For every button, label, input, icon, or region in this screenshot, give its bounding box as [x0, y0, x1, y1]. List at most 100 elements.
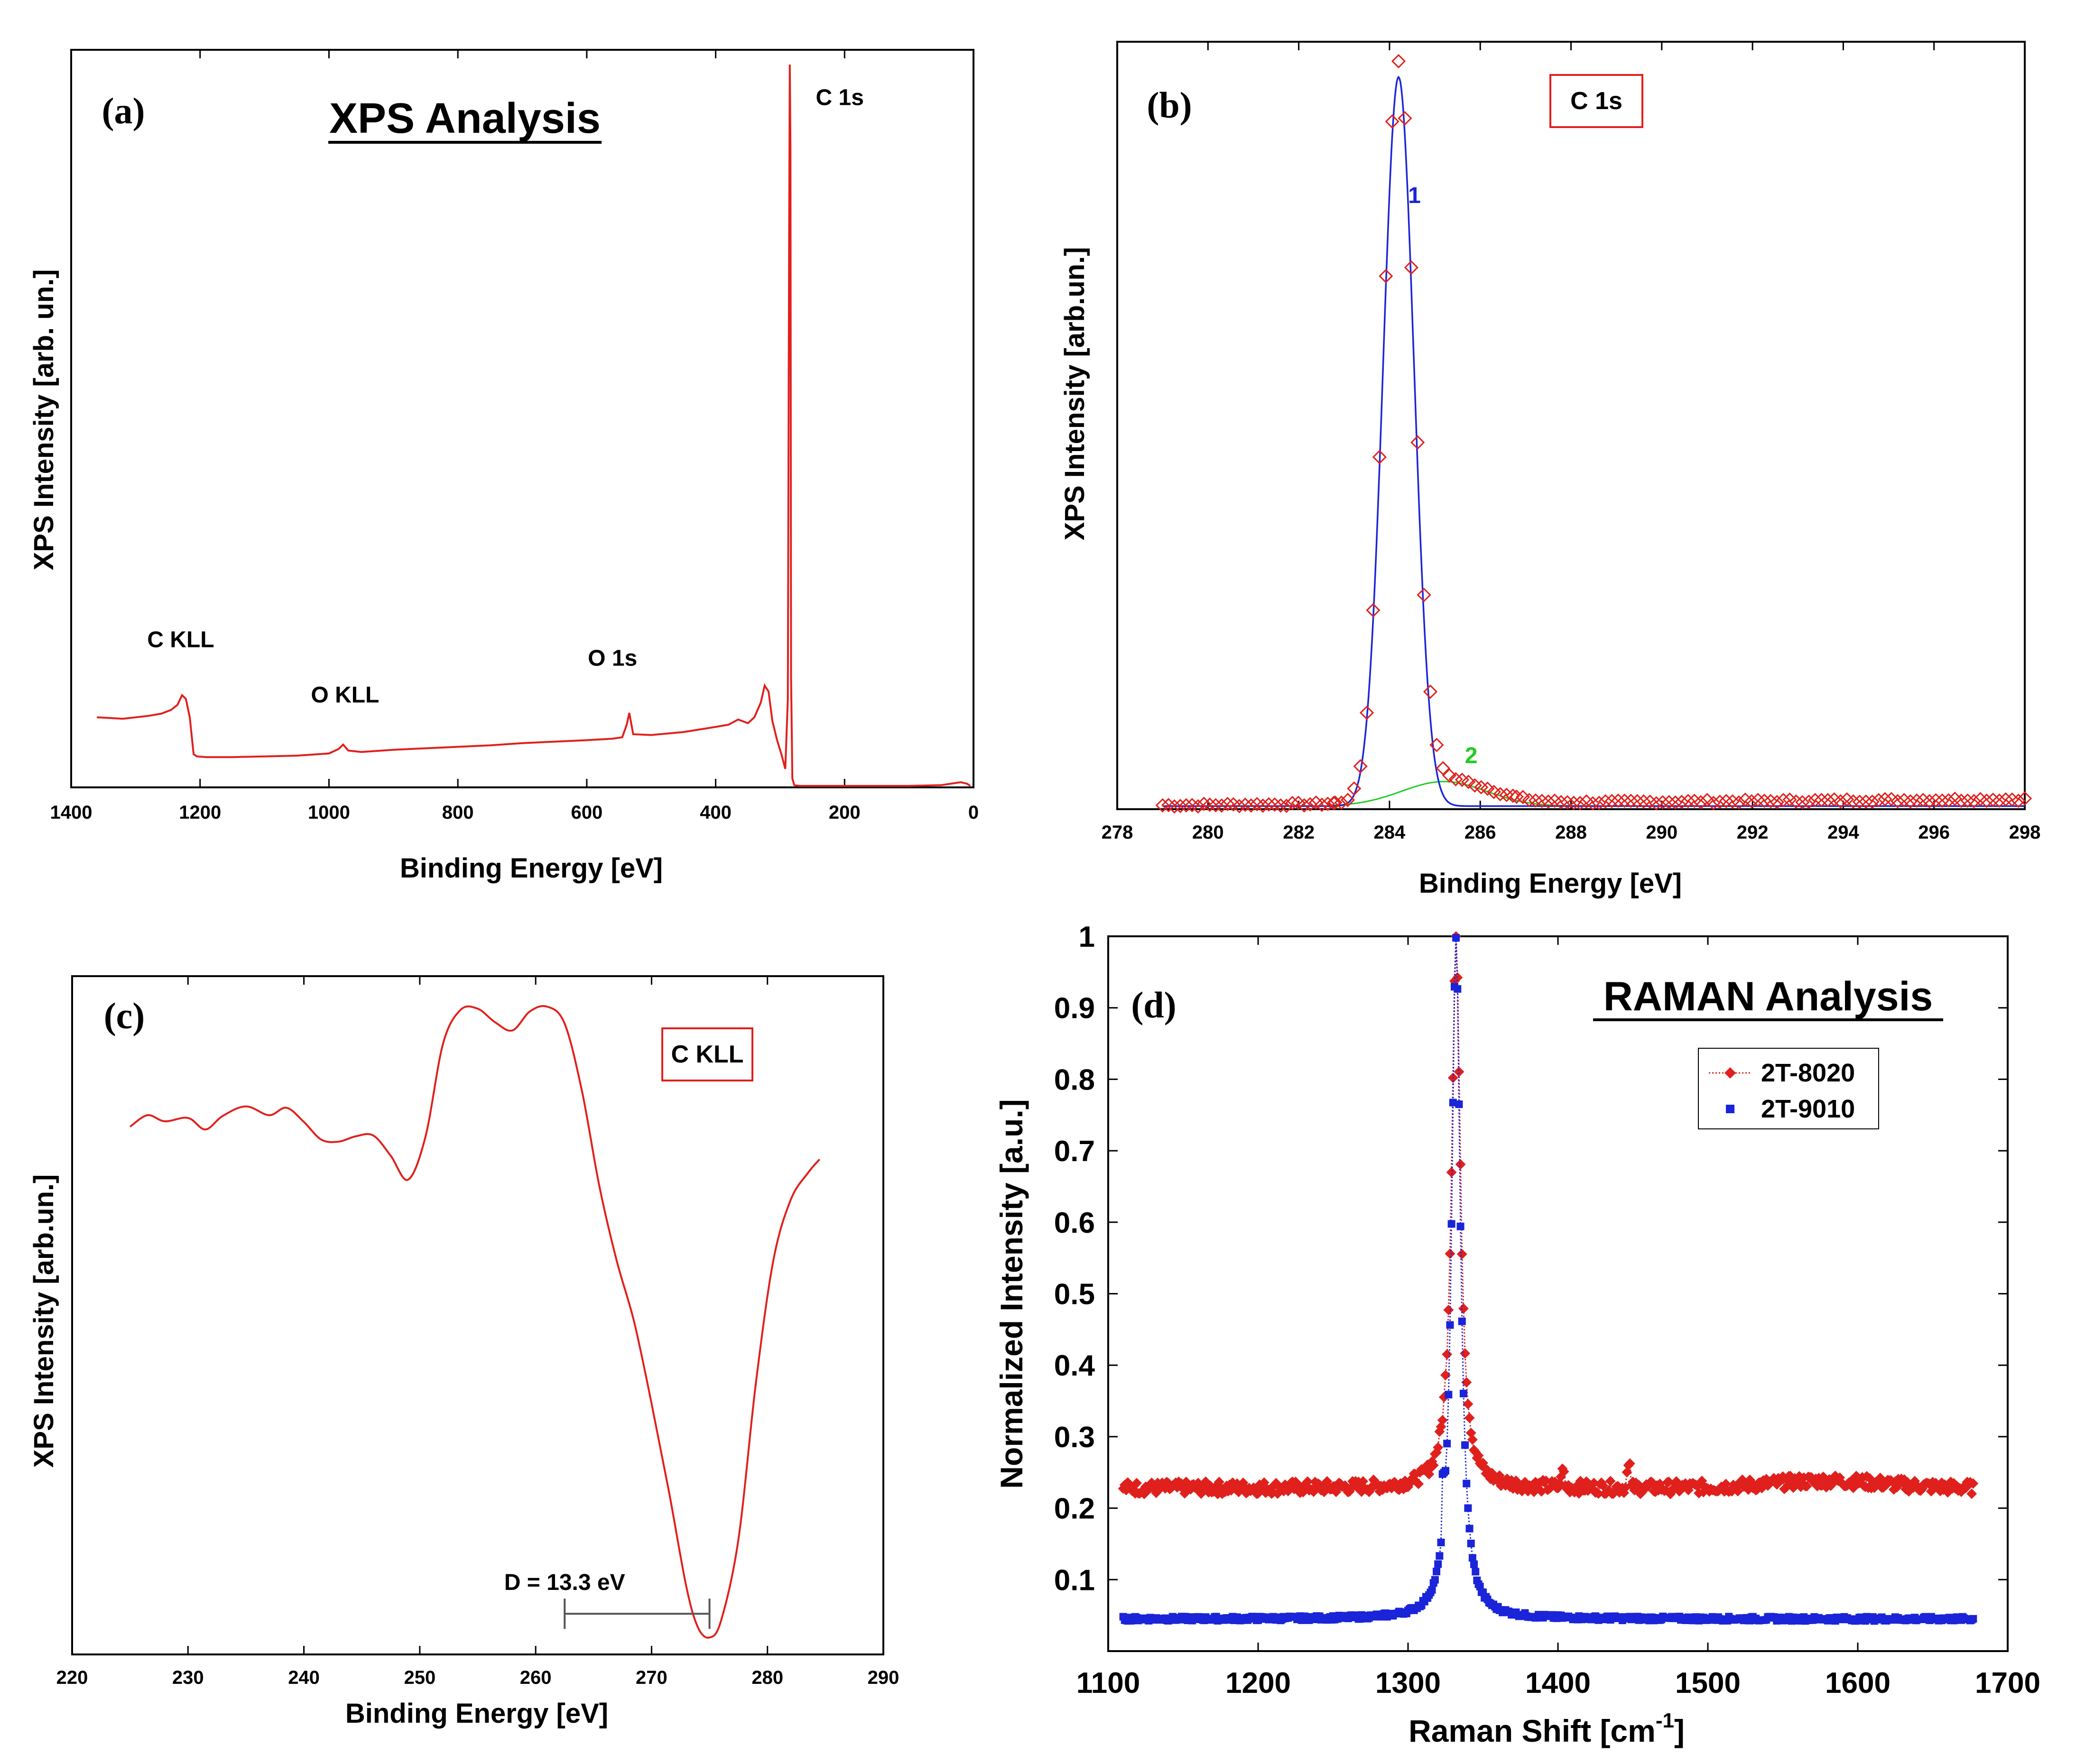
data-marker-b: [1985, 792, 2001, 807]
data-marker-b: [1846, 794, 1861, 809]
data-marker-b: [1732, 795, 1746, 810]
x-tick-label-d: 1200: [1225, 1667, 1291, 1699]
x-tick-label-c: 280: [751, 1667, 783, 1688]
x-tick-label-b: 294: [1827, 822, 1859, 843]
series-2t-8020-marker: [1733, 1486, 1743, 1496]
series-2t-8020-marker: [1467, 1434, 1478, 1445]
x-axis-label-d-end: ]: [1674, 1713, 1685, 1748]
data-marker-b: [1636, 794, 1651, 809]
series-2t-8020-marker: [1464, 1413, 1475, 1423]
data-marker-b: [1179, 798, 1194, 813]
data-marker-b: [1706, 795, 1721, 810]
x-tick-label-b: 298: [2009, 822, 2041, 843]
series-2t-8020-marker: [1458, 1303, 1469, 1314]
x-tick-label-c: 240: [288, 1667, 320, 1688]
data-marker-b: [1668, 795, 1683, 810]
x-tick-label-a: 0: [968, 802, 979, 823]
y-tick-label-d: 0.3: [1054, 1421, 1095, 1454]
data-marker-b: [1499, 787, 1514, 803]
data-marker-b: [1353, 759, 1368, 774]
data-marker-b: [1303, 797, 1317, 812]
data-marker-b: [1947, 792, 1962, 806]
x-tick-label-b: 292: [1737, 822, 1769, 843]
series-2t-8020-marker: [1456, 1249, 1467, 1260]
series-2t-9010-marker: [1433, 1568, 1441, 1576]
series-2t-8020-marker: [1968, 1478, 1979, 1489]
data-marker-b: [1273, 798, 1288, 813]
series-2t-8020-marker: [1433, 1442, 1444, 1453]
data-marker-b: [1417, 588, 1431, 602]
data-marker-b: [1541, 794, 1556, 809]
data-marker-b: [1208, 798, 1223, 813]
data-marker-b: [1604, 794, 1619, 808]
data-marker-b: [1238, 797, 1252, 812]
series-2t-8020-marker: [1445, 1248, 1455, 1259]
data-marker-b: [1891, 794, 1905, 809]
y-axis-label-d: Normalized Intensity [a.u.]: [994, 1099, 1029, 1488]
legend-box-label-b: C 1s: [1570, 87, 1622, 115]
data-marker-b: [1966, 794, 1981, 809]
series-2t-8020-marker: [1966, 1488, 1977, 1499]
series-2t-9010-marker: [1442, 1467, 1449, 1475]
data-marker-b: [1655, 795, 1670, 810]
data-marker-b: [1751, 793, 1765, 807]
fit-component-label-b: 1: [1408, 183, 1421, 208]
data-marker-b: [1935, 793, 1950, 808]
data-marker-b: [1385, 114, 1399, 129]
data-marker-b: [1535, 794, 1549, 808]
series-2t-9010-marker: [1470, 1560, 1478, 1568]
data-marker-b: [1681, 794, 1696, 808]
data-marker-b: [1744, 794, 1759, 809]
panel-c: 220 230 240 250 260 270 280 290 D = 13.3 eV (c) C …: [28, 975, 899, 1729]
chart-title-d: RAMAN Analysis: [1603, 974, 1933, 1019]
data-marker-b: [1833, 794, 1848, 809]
data-marker-b: [1340, 793, 1355, 807]
x-tick-label-a: 200: [829, 802, 861, 823]
legend-marker-2t-9010: [1726, 1105, 1734, 1113]
data-marker-b: [1391, 54, 1406, 69]
x-tick-label-b: 282: [1283, 822, 1315, 843]
data-marker-b: [1315, 797, 1329, 812]
x-tick-label-d: 1500: [1675, 1667, 1741, 1699]
plot-frame-c: [71, 975, 884, 1655]
series-2t-9010-marker: [1463, 1479, 1471, 1487]
fit-component-label-b: 2: [1465, 743, 1478, 768]
data-marker-b: [1871, 793, 1886, 808]
data-marker-b: [1941, 793, 1956, 808]
series-2t-9010-marker: [1464, 1504, 1472, 1512]
series-2t-9010-marker: [1436, 1552, 1444, 1560]
legend-marker-2t-8020: [1724, 1067, 1736, 1079]
x-tick-label-a: 600: [571, 802, 602, 823]
panel-label-d: (d): [1131, 984, 1176, 1025]
series-2t-9010-marker: [1437, 1538, 1445, 1546]
data-marker-b: [1398, 111, 1412, 126]
peak-annotation-a: C KLL: [147, 628, 214, 653]
series-2t-8020-marker: [1624, 1458, 1635, 1469]
panel-d: 1100 1200 1300 1400 1500 1600 1700 0.1 0.2 0.3 0.4…: [994, 921, 2040, 1748]
data-marker-b: [1196, 796, 1211, 811]
data-marker-b: [1493, 787, 1508, 802]
peak-annotation-a: O KLL: [311, 683, 379, 708]
x-tick-label-d: 1400: [1525, 1667, 1591, 1699]
data-marker-b: [1795, 795, 1810, 810]
data-marker-b: [1480, 781, 1495, 796]
data-marker-b: [1185, 798, 1199, 813]
data-marker-b: [1674, 794, 1689, 809]
plot-frame-d: [1107, 935, 2009, 1652]
data-marker-b: [1279, 798, 1294, 813]
data-marker-b: [1617, 794, 1632, 808]
data-marker-b: [1992, 793, 2007, 808]
data-marker-b: [1359, 705, 1374, 720]
data-marker-b: [1509, 789, 1524, 804]
y-tick-label-d: 0.8: [1054, 1063, 1095, 1096]
data-marker-b: [1505, 788, 1520, 803]
y-tick-label-d: 0.4: [1054, 1349, 1095, 1382]
panel-b: 278 280 282 284 286 288 290 292 294 296 298 1 2 (b) C …: [1059, 41, 2041, 899]
series-2t-9010-marker: [1472, 1568, 1480, 1576]
x-tick-label-a: 800: [442, 802, 474, 823]
data-marker-b: [1436, 761, 1450, 776]
data-marker-b: [1203, 797, 1217, 812]
data-marker-b: [1448, 772, 1463, 786]
legend-box-c: [661, 1027, 753, 1081]
data-marker-b: [1366, 603, 1381, 618]
